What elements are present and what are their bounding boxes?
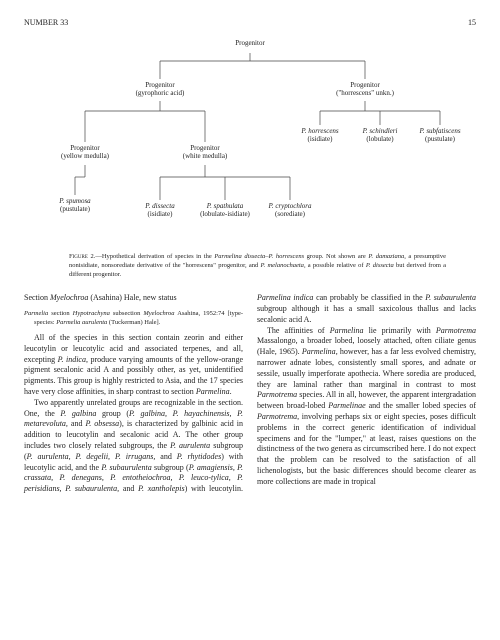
para-3: The affinities of Parmelina lie primaril… [257,326,476,488]
tree-node: Progenitor("horrescens" unkn.) [336,81,394,98]
tree-node: Progenitor(gyrophoric acid) [136,81,185,98]
page-header: NUMBER 33 15 [24,18,476,27]
tree-node: P. subfatiscens(pustulate) [419,127,460,144]
citation: Parmelia section Hypotrachyna subsection… [24,310,243,327]
tree-node: P. dissecta(isidiate) [145,202,174,219]
tree-node: Progenitor [235,39,265,47]
figure-caption: Figure 2.—Hypothetical derivation of spe… [69,252,446,279]
tree-node: P. spathulata(lobulate-isidiate) [200,202,250,219]
header-right: 15 [468,18,476,27]
body-columns: Section Myelochroa (Asahina) Hale, new s… [24,293,476,495]
tree-node: Progenitor(yellow medulla) [61,144,109,161]
header-left: NUMBER 33 [24,18,68,27]
tree-node: P. horrescens(isidiate) [301,127,338,144]
tree-node: P. cryptochlora(sorediate) [268,202,311,219]
tree-node: P. schindleri(lobulate) [363,127,398,144]
tree-node: Progenitor(white medulla) [183,144,228,161]
para-1: All of the species in this section conta… [24,333,243,398]
caption-lead: Figure 2.— [69,253,102,260]
section-title: Section Myelochroa (Asahina) Hale, new s… [24,293,243,304]
phylogeny-tree: Progenitor Progenitor(gyrophoric acid) Pro… [30,39,470,244]
tree-node: P. spumosa(pustulate) [59,197,90,214]
